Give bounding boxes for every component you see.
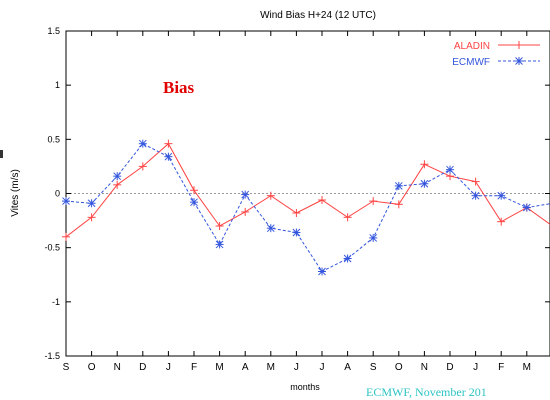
x-tick-label: J bbox=[320, 362, 325, 373]
y-tick-label: -1.5 bbox=[44, 351, 60, 361]
point-marker bbox=[420, 179, 429, 188]
point-marker bbox=[369, 234, 378, 242]
point-marker bbox=[497, 191, 506, 200]
point-marker bbox=[87, 199, 96, 208]
data-point bbox=[343, 213, 352, 222]
data-point bbox=[420, 160, 429, 169]
point-marker bbox=[318, 267, 326, 276]
data-point bbox=[318, 196, 326, 204]
x-tick-label: N bbox=[114, 362, 121, 373]
point-marker bbox=[515, 57, 523, 65]
data-point bbox=[369, 197, 378, 206]
data-point bbox=[420, 179, 429, 188]
data-point bbox=[497, 217, 506, 226]
data-point bbox=[241, 190, 250, 199]
x-tick-label: N bbox=[421, 362, 428, 373]
series-line bbox=[65, 143, 550, 273]
data-point bbox=[62, 232, 70, 241]
y-tick-label: 0 bbox=[55, 189, 60, 199]
data-point bbox=[241, 207, 250, 216]
y-tick-label: -1 bbox=[52, 297, 60, 307]
legend-label: ECMWF bbox=[452, 57, 490, 68]
data-point bbox=[266, 224, 275, 233]
x-tick-label: F bbox=[498, 362, 504, 373]
point-marker bbox=[446, 165, 454, 174]
data-point bbox=[215, 222, 224, 230]
data-point bbox=[164, 139, 173, 148]
x-tick-label: M bbox=[523, 362, 531, 373]
data-point bbox=[369, 233, 378, 242]
data-point bbox=[138, 139, 147, 148]
data-point bbox=[113, 180, 122, 189]
data-point bbox=[190, 198, 198, 207]
data-point bbox=[215, 240, 224, 249]
chart-title: Wind Bias H+24 (12 UTC) bbox=[260, 10, 376, 21]
point-marker bbox=[62, 197, 70, 205]
series-layer bbox=[62, 139, 550, 276]
data-point bbox=[87, 199, 96, 208]
point-marker bbox=[190, 198, 198, 207]
point-marker bbox=[266, 224, 275, 233]
x-tick-label: M bbox=[267, 362, 275, 373]
data-point bbox=[164, 152, 173, 161]
x-tick-label: J bbox=[166, 362, 171, 373]
data-point bbox=[292, 228, 301, 237]
data-point bbox=[522, 203, 531, 212]
x-tick-label: A bbox=[344, 362, 351, 373]
y-axis: -1.5 -1 -0.5 0 0.5 1 1.5 bbox=[44, 26, 550, 361]
x-tick-label: F bbox=[191, 362, 197, 373]
point-marker bbox=[292, 228, 301, 237]
point-marker bbox=[394, 182, 403, 190]
x-tick-label: S bbox=[63, 362, 70, 373]
data-point bbox=[318, 267, 326, 276]
point-marker bbox=[215, 240, 224, 249]
data-point bbox=[446, 165, 454, 174]
data-point bbox=[471, 177, 480, 186]
legend: ALADIN ECMWF bbox=[452, 41, 540, 68]
point-marker bbox=[138, 139, 147, 148]
data-point bbox=[292, 209, 301, 217]
y-tick-label: -0.5 bbox=[44, 243, 60, 253]
series-line bbox=[65, 142, 550, 238]
x-tick-label: M bbox=[215, 362, 223, 373]
data-point bbox=[394, 181, 403, 190]
series-aladin bbox=[62, 139, 550, 241]
point-marker bbox=[343, 254, 352, 263]
y-tick-label: 1.5 bbox=[47, 26, 60, 36]
x-tick-label: S bbox=[370, 362, 377, 373]
data-point bbox=[471, 191, 480, 200]
point-marker bbox=[164, 152, 173, 161]
point-marker bbox=[471, 191, 480, 200]
y-tick-label: 0.5 bbox=[47, 134, 60, 144]
data-point bbox=[62, 197, 70, 206]
series-ecmwf bbox=[62, 139, 550, 276]
data-point bbox=[113, 172, 122, 181]
point-marker bbox=[241, 190, 250, 199]
data-point bbox=[394, 200, 403, 209]
data-point bbox=[266, 191, 275, 200]
data-point bbox=[497, 191, 506, 200]
x-axis-label: months bbox=[290, 382, 320, 392]
point-marker bbox=[113, 172, 122, 181]
data-point bbox=[190, 186, 198, 195]
x-tick-label: O bbox=[395, 362, 403, 373]
x-tick-label: J bbox=[294, 362, 299, 373]
legend-label: ALADIN bbox=[454, 41, 490, 52]
x-tick-label: D bbox=[446, 362, 453, 373]
x-tick-label: J bbox=[473, 362, 478, 373]
y-axis-label: Vites (m/s) bbox=[10, 169, 21, 217]
data-point bbox=[343, 254, 352, 263]
x-tick-label: D bbox=[139, 362, 146, 373]
left-edge-mark bbox=[0, 150, 3, 158]
x-tick-label: A bbox=[242, 362, 249, 373]
point-marker bbox=[522, 203, 531, 212]
footer-credit: ECMWF, November 201 bbox=[366, 385, 487, 399]
data-point bbox=[138, 162, 147, 171]
x-tick-label: O bbox=[88, 362, 96, 373]
bias-label: Bias bbox=[163, 78, 195, 97]
data-point bbox=[87, 213, 96, 222]
y-tick-label: 1 bbox=[55, 80, 60, 90]
